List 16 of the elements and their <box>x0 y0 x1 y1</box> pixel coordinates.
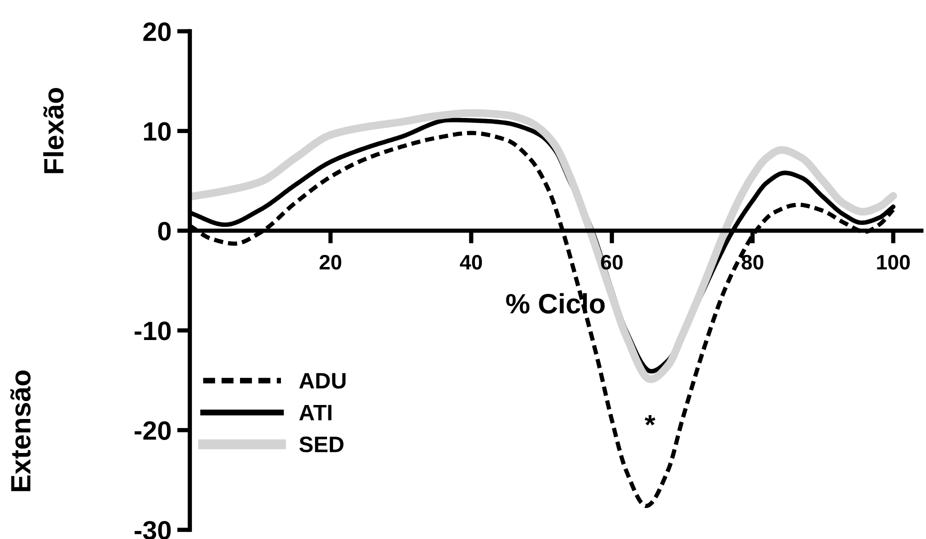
y-axis-title: Flexão <box>43 88 64 174</box>
legend-label: ADU <box>299 373 346 389</box>
y-tick-label: -10 <box>134 322 171 340</box>
x-tick-label: 80 <box>742 254 764 270</box>
text: Extensão <box>10 370 31 492</box>
x-tick-label: 40 <box>460 254 482 270</box>
y-tick-label: 0 <box>158 222 171 241</box>
legend-label: ATI <box>299 404 332 420</box>
y-tick-label: -20 <box>134 421 171 440</box>
y-tick-label: 10 <box>144 122 171 141</box>
legend-label: SED <box>299 436 344 452</box>
x-tick-label: 60 <box>601 254 623 270</box>
annotation: * <box>644 415 656 426</box>
y-tick-label: 20 <box>143 22 171 42</box>
x-tick-label: 20 <box>320 254 342 270</box>
x-tick-label: 100 <box>877 254 910 270</box>
